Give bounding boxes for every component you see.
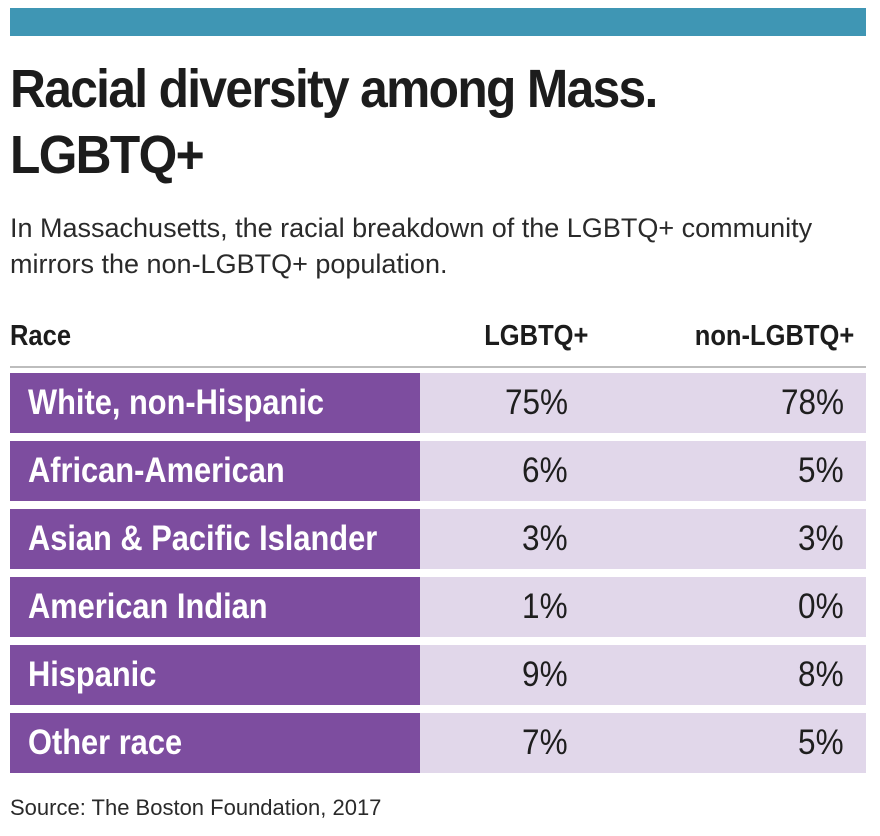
table-row: Asian & Pacific Islander 3% 3% [10, 509, 866, 569]
chart-title: Racial diversity among Mass. LGBTQ+ [10, 59, 658, 185]
lgbtq-value: 6% [522, 451, 568, 490]
race-label: Asian & Pacific Islander [10, 509, 420, 569]
row-values: 6% 5% [420, 441, 866, 501]
chart-subtitle: In Massachusetts, the racial breakdown o… [10, 213, 813, 279]
non-lgbtq-value: 8% [798, 655, 844, 694]
row-values: 9% 8% [420, 645, 866, 705]
lgbtq-value: 75% [504, 383, 568, 422]
race-label-text: Hispanic [28, 655, 157, 694]
non-lgbtq-value: 5% [798, 723, 844, 762]
race-label-text: White, non-Hispanic [28, 383, 325, 422]
race-label: African-American [10, 441, 420, 501]
table-row: American Indian 1% 0% [10, 577, 866, 637]
non-lgbtq-value: 3% [798, 519, 844, 558]
race-label-text: Asian & Pacific Islander [28, 519, 378, 558]
column-header-lgbtq: LGBTQ+ [483, 320, 588, 352]
table-body: White, non-Hispanic 75% 78% African-Amer… [10, 373, 866, 781]
race-label-text: African-American [28, 451, 285, 490]
table-header: Race LGBTQ+ non-LGBTQ+ [10, 316, 866, 356]
row-values: 1% 0% [420, 577, 866, 637]
race-label: Other race [10, 713, 420, 773]
row-values: 7% 5% [420, 713, 866, 773]
top-accent-bar [10, 8, 866, 36]
source-note: Source: The Boston Foundation, 2017 [10, 795, 382, 820]
non-lgbtq-value: 78% [780, 383, 844, 422]
table-row: Hispanic 9% 8% [10, 645, 866, 705]
column-header-non-lgbtq: non-LGBTQ+ [694, 320, 854, 352]
non-lgbtq-value: 5% [798, 451, 844, 490]
lgbtq-value: 9% [522, 655, 568, 694]
race-label: American Indian [10, 577, 420, 637]
non-lgbtq-value: 0% [798, 587, 844, 626]
race-label-text: Other race [28, 723, 183, 762]
header-divider [10, 366, 866, 368]
race-label: Hispanic [10, 645, 420, 705]
race-label: White, non-Hispanic [10, 373, 420, 433]
lgbtq-value: 7% [522, 723, 568, 762]
race-label-text: American Indian [28, 587, 268, 626]
table-row: Other race 7% 5% [10, 713, 866, 773]
lgbtq-value: 3% [522, 519, 568, 558]
lgbtq-value: 1% [522, 587, 568, 626]
column-header-race: Race [10, 320, 72, 352]
table-row: African-American 6% 5% [10, 441, 866, 501]
table-row: White, non-Hispanic 75% 78% [10, 373, 866, 433]
row-values: 3% 3% [420, 509, 866, 569]
row-values: 75% 78% [420, 373, 866, 433]
